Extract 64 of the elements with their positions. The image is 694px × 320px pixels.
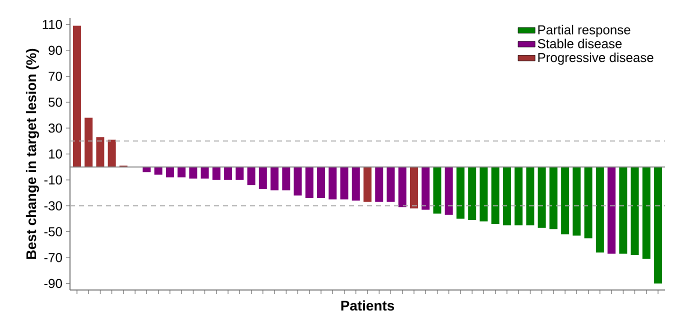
y-tick-label: 10	[49, 149, 62, 159]
bar	[340, 166, 348, 200]
y-tick-label: -90	[44, 278, 62, 288]
bar	[282, 166, 290, 190]
bar	[491, 166, 500, 224]
y-tick-label: -10	[44, 175, 62, 184]
bar	[258, 166, 267, 189]
bar	[444, 166, 453, 215]
bar	[154, 166, 162, 175]
bar	[294, 166, 302, 196]
bar	[642, 166, 650, 259]
bar	[410, 166, 418, 208]
bar	[502, 166, 511, 226]
bar	[166, 166, 174, 178]
bar	[538, 166, 546, 228]
bar	[270, 166, 279, 190]
bar	[96, 137, 104, 167]
bar	[72, 26, 81, 167]
bar	[224, 166, 232, 180]
bar	[178, 166, 186, 178]
bar	[375, 166, 384, 202]
y-axis-title: Best change in target lesion (%)	[26, 48, 39, 259]
y-tick-label: -30	[44, 201, 62, 210]
y-tick-label: 50	[48, 98, 62, 107]
x-axis-title: Patients	[341, 300, 394, 311]
bar	[608, 166, 616, 254]
bar	[619, 166, 628, 254]
bar	[212, 166, 220, 180]
bar	[549, 166, 558, 230]
bar	[328, 166, 337, 200]
bar	[305, 166, 314, 198]
bar	[561, 166, 570, 234]
bar	[468, 166, 476, 220]
bar	[398, 166, 406, 208]
bar	[456, 166, 464, 219]
bar	[422, 166, 430, 210]
bar	[386, 166, 395, 202]
bar	[596, 166, 604, 252]
y-tick-label: 30	[48, 124, 62, 133]
bar	[317, 166, 326, 198]
legend-label: Stable disease	[538, 38, 622, 48]
bar	[108, 140, 116, 167]
y-tick-label: 70	[48, 72, 62, 81]
bar	[584, 166, 592, 238]
bar	[433, 166, 442, 214]
y-tick-label: 110	[42, 20, 62, 30]
bar	[247, 166, 256, 186]
bar	[480, 166, 488, 222]
bar	[352, 166, 360, 201]
y-tick-label: -70	[44, 253, 62, 262]
y-tick-label: 90	[48, 46, 62, 55]
bar	[572, 166, 581, 236]
bar	[654, 166, 662, 284]
bar	[364, 166, 372, 202]
bar	[630, 166, 639, 256]
bar	[84, 118, 93, 167]
legend-label: Progressive disease	[538, 52, 654, 65]
bar	[526, 166, 534, 226]
bar	[189, 166, 198, 179]
bar	[514, 166, 523, 226]
legend-label: Partial response	[538, 24, 630, 37]
bar	[236, 166, 244, 180]
bar	[200, 166, 209, 179]
y-tick-label: -50	[44, 227, 62, 236]
